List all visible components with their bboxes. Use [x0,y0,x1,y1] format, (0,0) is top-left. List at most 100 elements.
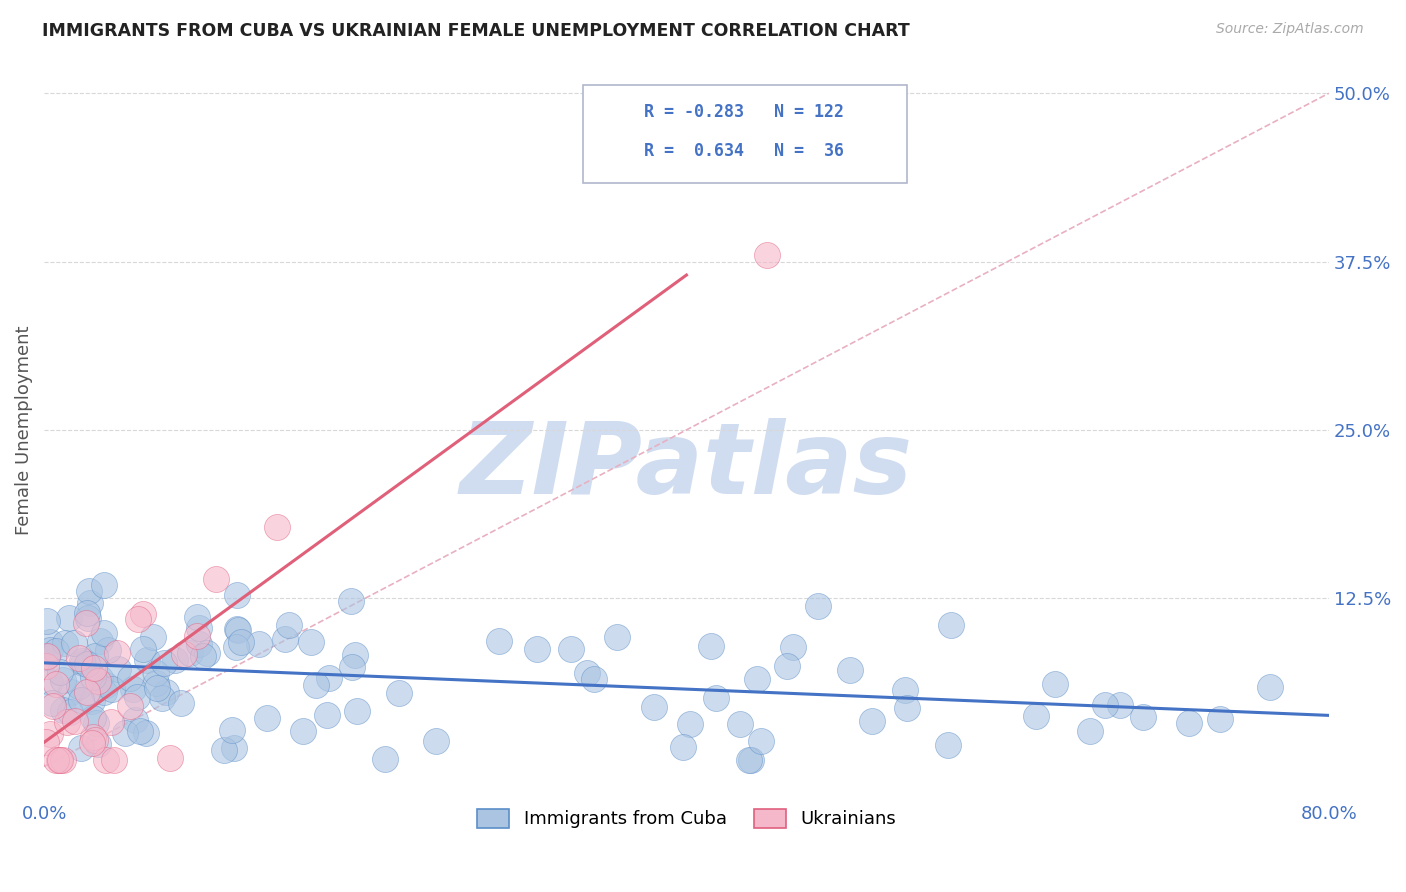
Point [1132,710,1154,724]
Point [704,690,727,705]
Point [49,665,72,679]
Point [526,642,548,657]
Point [1109,698,1132,713]
Point [63,714,86,728]
Point [122,681,145,696]
Point [388,686,411,700]
Point [170,697,193,711]
Point [1208,712,1230,726]
Text: ZIPatlas: ZIPatlas [460,418,912,516]
Point [231,635,253,649]
Point [256,711,278,725]
Point [560,642,582,657]
Point [70,693,93,707]
Point [48,753,70,767]
Point [80,736,103,750]
Point [82,711,104,725]
Point [776,658,799,673]
Point [105,646,128,660]
Point [79,596,101,610]
Point [135,726,157,740]
Point [1025,709,1047,723]
Point [87,737,110,751]
Point [120,671,142,685]
Point [740,753,762,767]
Point [58,611,80,625]
Point [679,717,702,731]
Point [118,698,141,713]
Point [374,752,396,766]
Point [76,657,98,671]
Point [672,739,695,754]
Point [77,610,100,624]
Point [75,616,97,631]
Point [38,674,60,689]
Point [93,685,115,699]
Point [82,730,104,744]
Point [299,635,322,649]
Point [37,614,59,628]
Point [132,607,155,621]
Text: R = -0.283   N = 122: R = -0.283 N = 122 [644,103,844,121]
Point [700,640,723,654]
Point [51,703,73,717]
Point [277,618,299,632]
Point [146,681,169,695]
Point [195,646,218,660]
Point [1178,716,1201,731]
Point [226,623,249,637]
Point [1080,724,1102,739]
Legend: Immigrants from Cuba, Ukrainians: Immigrants from Cuba, Ukrainians [470,802,904,836]
Point [153,656,176,670]
Point [59,706,82,720]
Point [101,681,124,696]
Point [225,622,247,636]
Point [52,673,75,688]
Point [70,654,93,668]
Point [60,685,83,699]
Point [93,625,115,640]
Point [860,714,883,729]
Point [96,753,118,767]
Point [41,696,63,710]
Point [839,663,862,677]
Point [128,612,150,626]
Point [72,657,94,671]
Point [274,632,297,646]
Point [225,640,247,654]
Point [214,743,236,757]
Point [142,630,165,644]
Point [35,735,58,749]
Point [76,685,98,699]
Point [67,680,90,694]
Point [84,715,107,730]
Point [346,704,368,718]
Point [896,701,918,715]
Point [93,578,115,592]
Point [69,741,91,756]
Point [728,716,751,731]
Point [155,685,177,699]
Point [343,648,366,662]
Point [53,635,76,649]
Point [247,637,270,651]
Point [425,734,447,748]
Point [39,727,62,741]
Point [749,734,772,748]
Point [35,649,58,664]
Point [55,714,77,729]
Point [97,643,120,657]
Point [738,753,761,767]
Point [86,673,108,688]
Point [136,653,159,667]
Point [186,629,208,643]
Point [83,660,105,674]
Point [606,630,628,644]
Point [191,649,214,664]
Point [52,753,75,767]
Point [132,642,155,657]
Point [107,662,129,676]
Point [339,594,361,608]
Point [77,583,100,598]
Point [1045,676,1067,690]
